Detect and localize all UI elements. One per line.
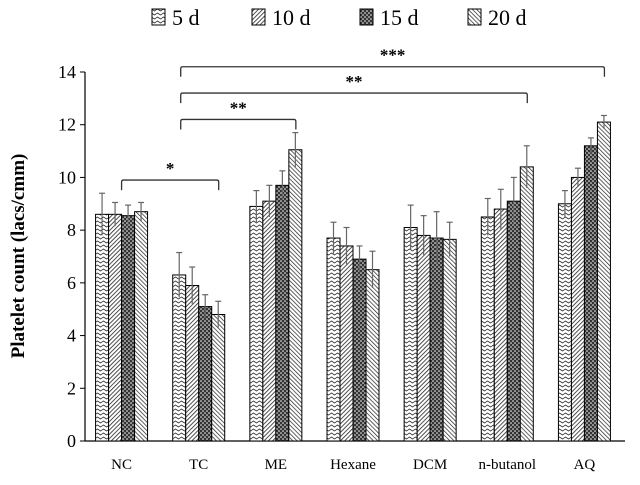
bar [121, 215, 136, 442]
x-tick-label: n-butanol [479, 457, 537, 473]
bar [172, 274, 187, 442]
x-tick-label: DCM [413, 457, 447, 473]
bar [416, 234, 431, 442]
significance-bracket [120, 179, 220, 191]
bars [95, 114, 611, 442]
bar [108, 213, 123, 442]
y-tick-label: 10 [58, 167, 76, 187]
legend-label: 10 d [272, 5, 311, 30]
bar [249, 205, 264, 442]
y-tick-label: 0 [67, 431, 76, 451]
bar [570, 176, 585, 442]
significance-bracket [180, 118, 297, 130]
bar [403, 227, 418, 442]
bar [275, 184, 290, 442]
legend-swatch [359, 8, 374, 26]
y-tick-label: 4 [67, 326, 76, 346]
bar [262, 200, 277, 442]
bar [211, 313, 226, 442]
bar [95, 213, 110, 442]
legend-swatch [251, 8, 266, 26]
bar [506, 200, 521, 442]
bar [365, 269, 380, 442]
bar [442, 238, 457, 442]
x-tick-label: NC [111, 457, 132, 473]
y-tick-label: 2 [67, 378, 76, 398]
bar [480, 216, 495, 442]
x-tick-label: TC [189, 457, 208, 473]
legend: 5 d 10 d 15 d 20 d [151, 5, 527, 30]
bar [429, 237, 444, 442]
significance-bracket [180, 92, 528, 104]
bar [198, 306, 213, 442]
bar [352, 258, 367, 442]
bar [557, 203, 572, 442]
bar [326, 237, 341, 442]
y-axis-label: Platelet count (lacs/cmm) [8, 154, 29, 359]
y-tick-label: 6 [67, 273, 76, 293]
x-tick-label: Hexane [330, 457, 376, 473]
y-tick-label: 14 [58, 62, 76, 82]
significance-annotations: ******** [120, 46, 606, 191]
bar [519, 166, 534, 442]
significance-label: *** [380, 46, 406, 65]
y-tick-label: 8 [67, 220, 76, 240]
bar [134, 211, 149, 442]
bar [596, 121, 611, 442]
legend-swatch [467, 8, 482, 26]
bar [583, 145, 598, 442]
legend-label: 5 d [172, 5, 200, 30]
axes: 0 2 4 6 8 10 12 14 NC TC ME Hexane DCM n-butanol AQ [58, 62, 625, 473]
x-tick-label: ME [265, 457, 288, 473]
legend-swatch [151, 8, 166, 26]
significance-bracket [180, 66, 606, 77]
significance-label: ** [230, 98, 247, 117]
y-tick-label: 12 [58, 115, 76, 135]
x-tick-label: AQ [574, 457, 596, 473]
bar [339, 245, 354, 442]
legend-label: 20 d [488, 5, 527, 30]
bar [185, 284, 200, 442]
bar [493, 208, 508, 442]
significance-label: ** [346, 72, 363, 91]
legend-label: 15 d [380, 5, 419, 30]
bar [288, 149, 303, 442]
significance-label: * [166, 159, 175, 178]
